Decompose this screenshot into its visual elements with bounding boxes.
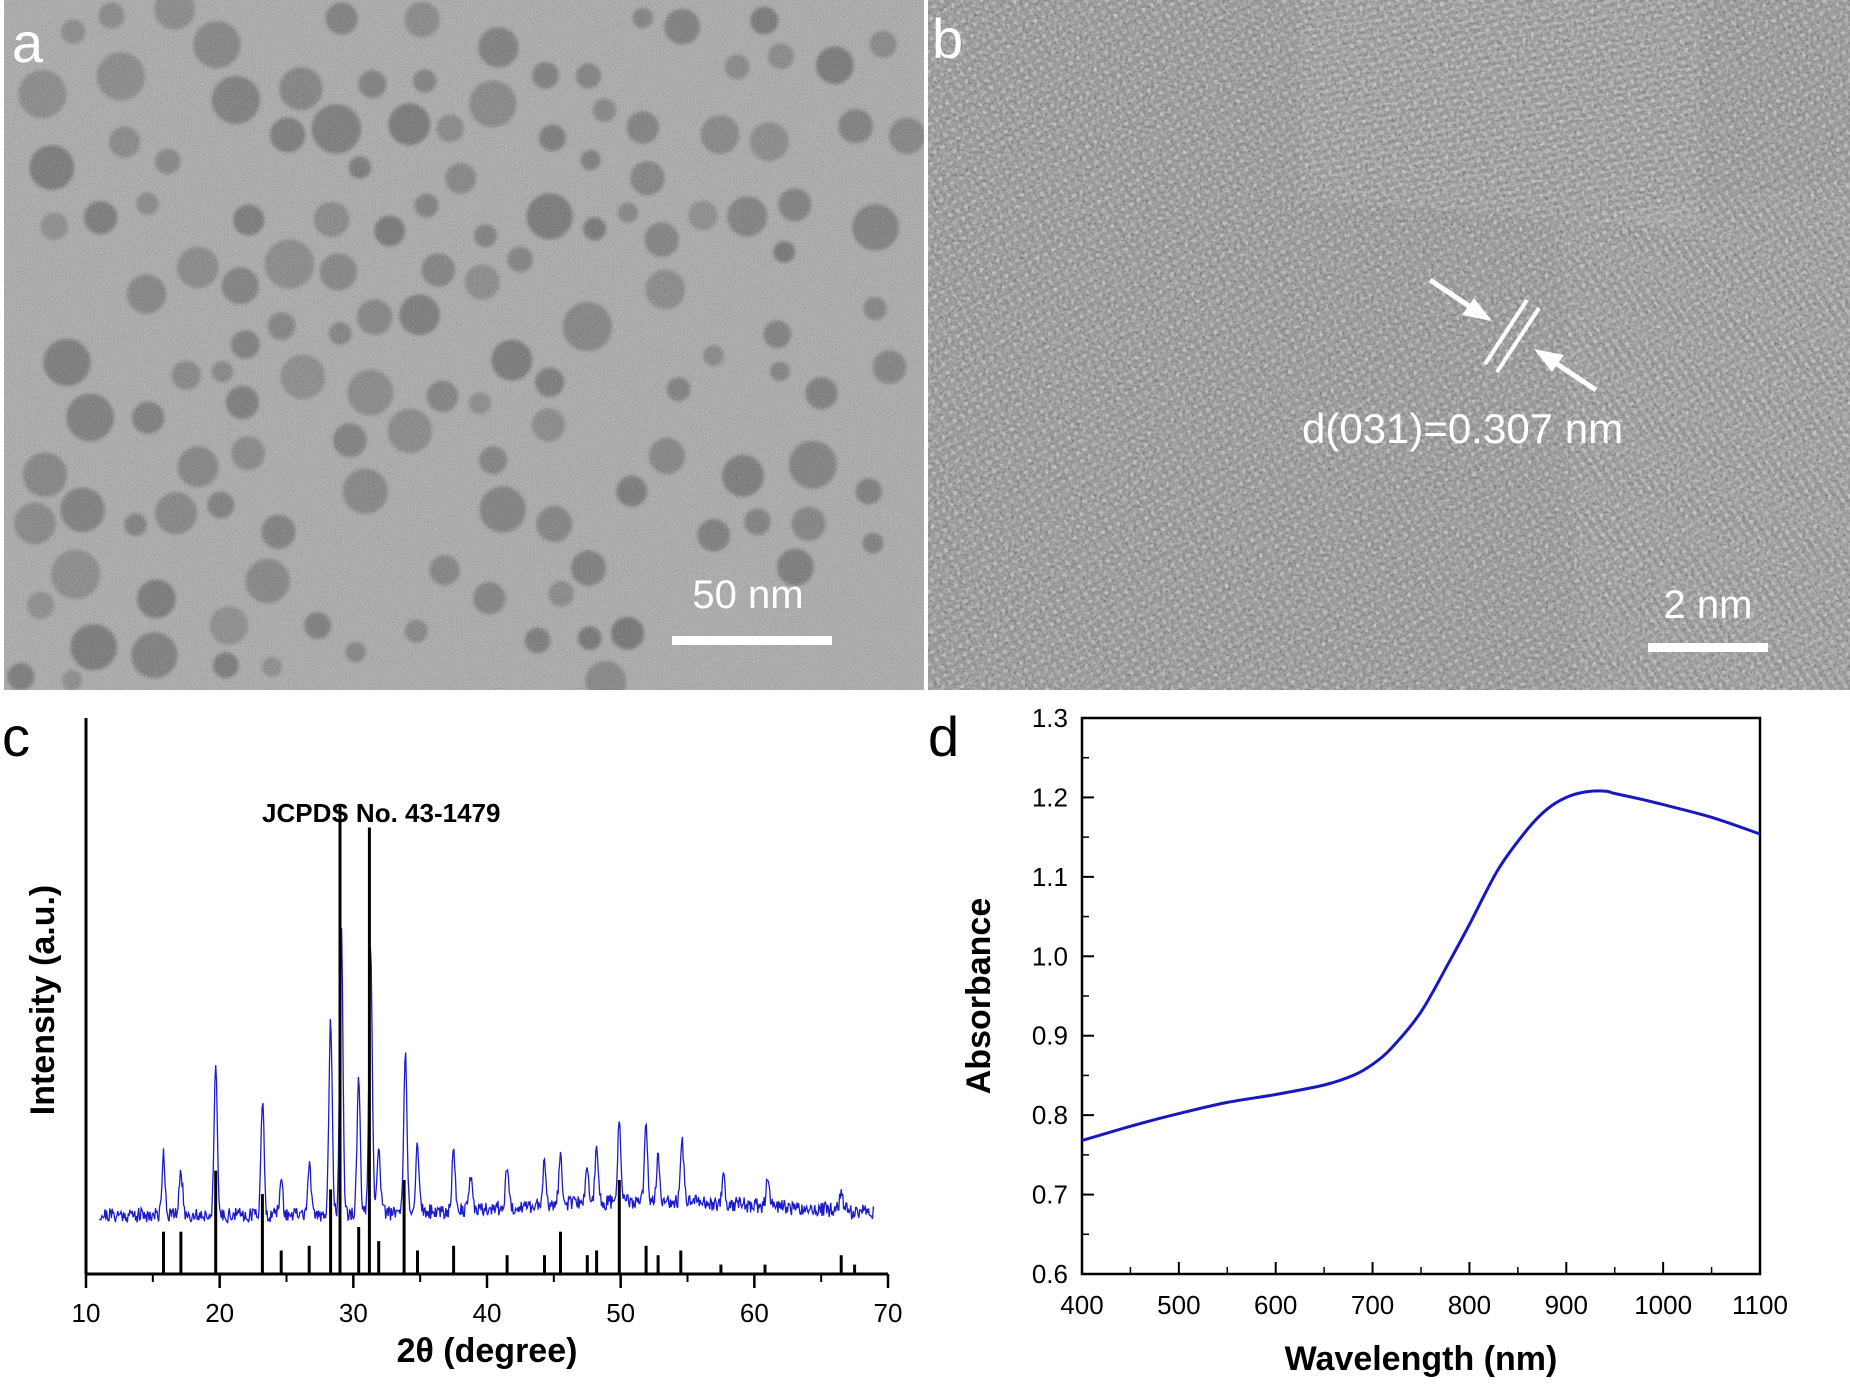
scale-bar-b-label: 2 nm bbox=[1664, 583, 1753, 627]
absorbance-x-axis-title: Wavelength (nm) bbox=[1285, 1340, 1558, 1378]
absorbance-ticks: 400 500 600 700 800 900 1000 1100 0.6 0.7 0.8 0.9 1.… bbox=[1032, 703, 1788, 1320]
x-tick-label: 1000 bbox=[1634, 1290, 1692, 1320]
panel-b-label: b bbox=[932, 7, 963, 70]
y-tick-label: 0.7 bbox=[1032, 1180, 1068, 1210]
lattice-arrow-left bbox=[1428, 277, 1492, 321]
x-tick-label: 30 bbox=[339, 1298, 368, 1328]
y-tick-label: 0.6 bbox=[1032, 1259, 1068, 1289]
x-tick-label: 400 bbox=[1060, 1290, 1103, 1320]
panel-c: c 10 20 30 40 50 60 70 JCPDS No. 43-1479 2θ (d… bbox=[2, 705, 902, 1370]
xrd-reference-sticks bbox=[162, 804, 857, 1274]
tem-image-grain bbox=[4, 0, 924, 690]
scale-bar-a-label: 50 nm bbox=[692, 573, 803, 617]
x-tick-label: 1100 bbox=[1732, 1290, 1788, 1320]
x-tick-label: 700 bbox=[1351, 1290, 1394, 1320]
xrd-x-ticks: 10 20 30 40 50 60 70 bbox=[72, 1274, 903, 1328]
x-tick-label: 70 bbox=[874, 1298, 903, 1328]
panel-c-label: c bbox=[2, 705, 30, 768]
hrtem-image-grain bbox=[928, 0, 1850, 690]
absorbance-y-axis-title: Absorbance bbox=[960, 898, 998, 1095]
y-tick-label: 1.0 bbox=[1032, 941, 1068, 971]
lattice-spacing-marker bbox=[1483, 298, 1541, 374]
scale-bar-b bbox=[1648, 643, 1768, 652]
absorbance-plot-frame bbox=[1080, 716, 1762, 1276]
jcpds-reference-label: JCPDS No. 43-1479 bbox=[262, 798, 500, 828]
y-tick-label: 0.9 bbox=[1032, 1021, 1068, 1051]
y-tick-label: 0.8 bbox=[1032, 1100, 1068, 1130]
xrd-x-axis-title: 2θ (degree) bbox=[397, 1332, 578, 1370]
panel-a: 50 nm a bbox=[4, 0, 924, 690]
panel-d: d 400 500 600 700 800 900 1000 1100 0.6 0.7 0.8 0.9… bbox=[928, 703, 1788, 1378]
lattice-spacing-annotation: d(031)=0.307 nm bbox=[1302, 405, 1623, 452]
x-tick-label: 900 bbox=[1545, 1290, 1588, 1320]
x-tick-label: 600 bbox=[1254, 1290, 1297, 1320]
x-tick-label: 800 bbox=[1448, 1290, 1491, 1320]
y-tick-label: 1.1 bbox=[1032, 862, 1068, 892]
lattice-arrow-right bbox=[1534, 349, 1598, 393]
xrd-plot: 10 20 30 40 50 60 70 bbox=[72, 718, 903, 1328]
x-tick-label: 500 bbox=[1157, 1290, 1200, 1320]
x-tick-label: 40 bbox=[473, 1298, 502, 1328]
xrd-y-axis-title: Intensity (a.u.) bbox=[24, 885, 62, 1115]
y-tick-label: 1.2 bbox=[1032, 782, 1068, 812]
scale-bar-a bbox=[672, 636, 832, 645]
y-tick-label: 1.3 bbox=[1032, 703, 1068, 733]
absorbance-plot: 400 500 600 700 800 900 1000 1100 0.6 0.7 0.8 0.9 1.… bbox=[1032, 703, 1788, 1320]
panel-b: d(031)=0.307 nm 2 nm b bbox=[928, 0, 1850, 690]
x-tick-label: 60 bbox=[740, 1298, 769, 1328]
absorbance-curve bbox=[1081, 789, 1761, 1143]
x-tick-label: 20 bbox=[205, 1298, 234, 1328]
panel-a-label: a bbox=[12, 11, 44, 74]
xrd-measured-pattern bbox=[98, 928, 875, 1224]
panel-d-label: d bbox=[928, 705, 959, 768]
x-tick-label: 10 bbox=[72, 1298, 101, 1328]
x-tick-label: 50 bbox=[606, 1298, 635, 1328]
